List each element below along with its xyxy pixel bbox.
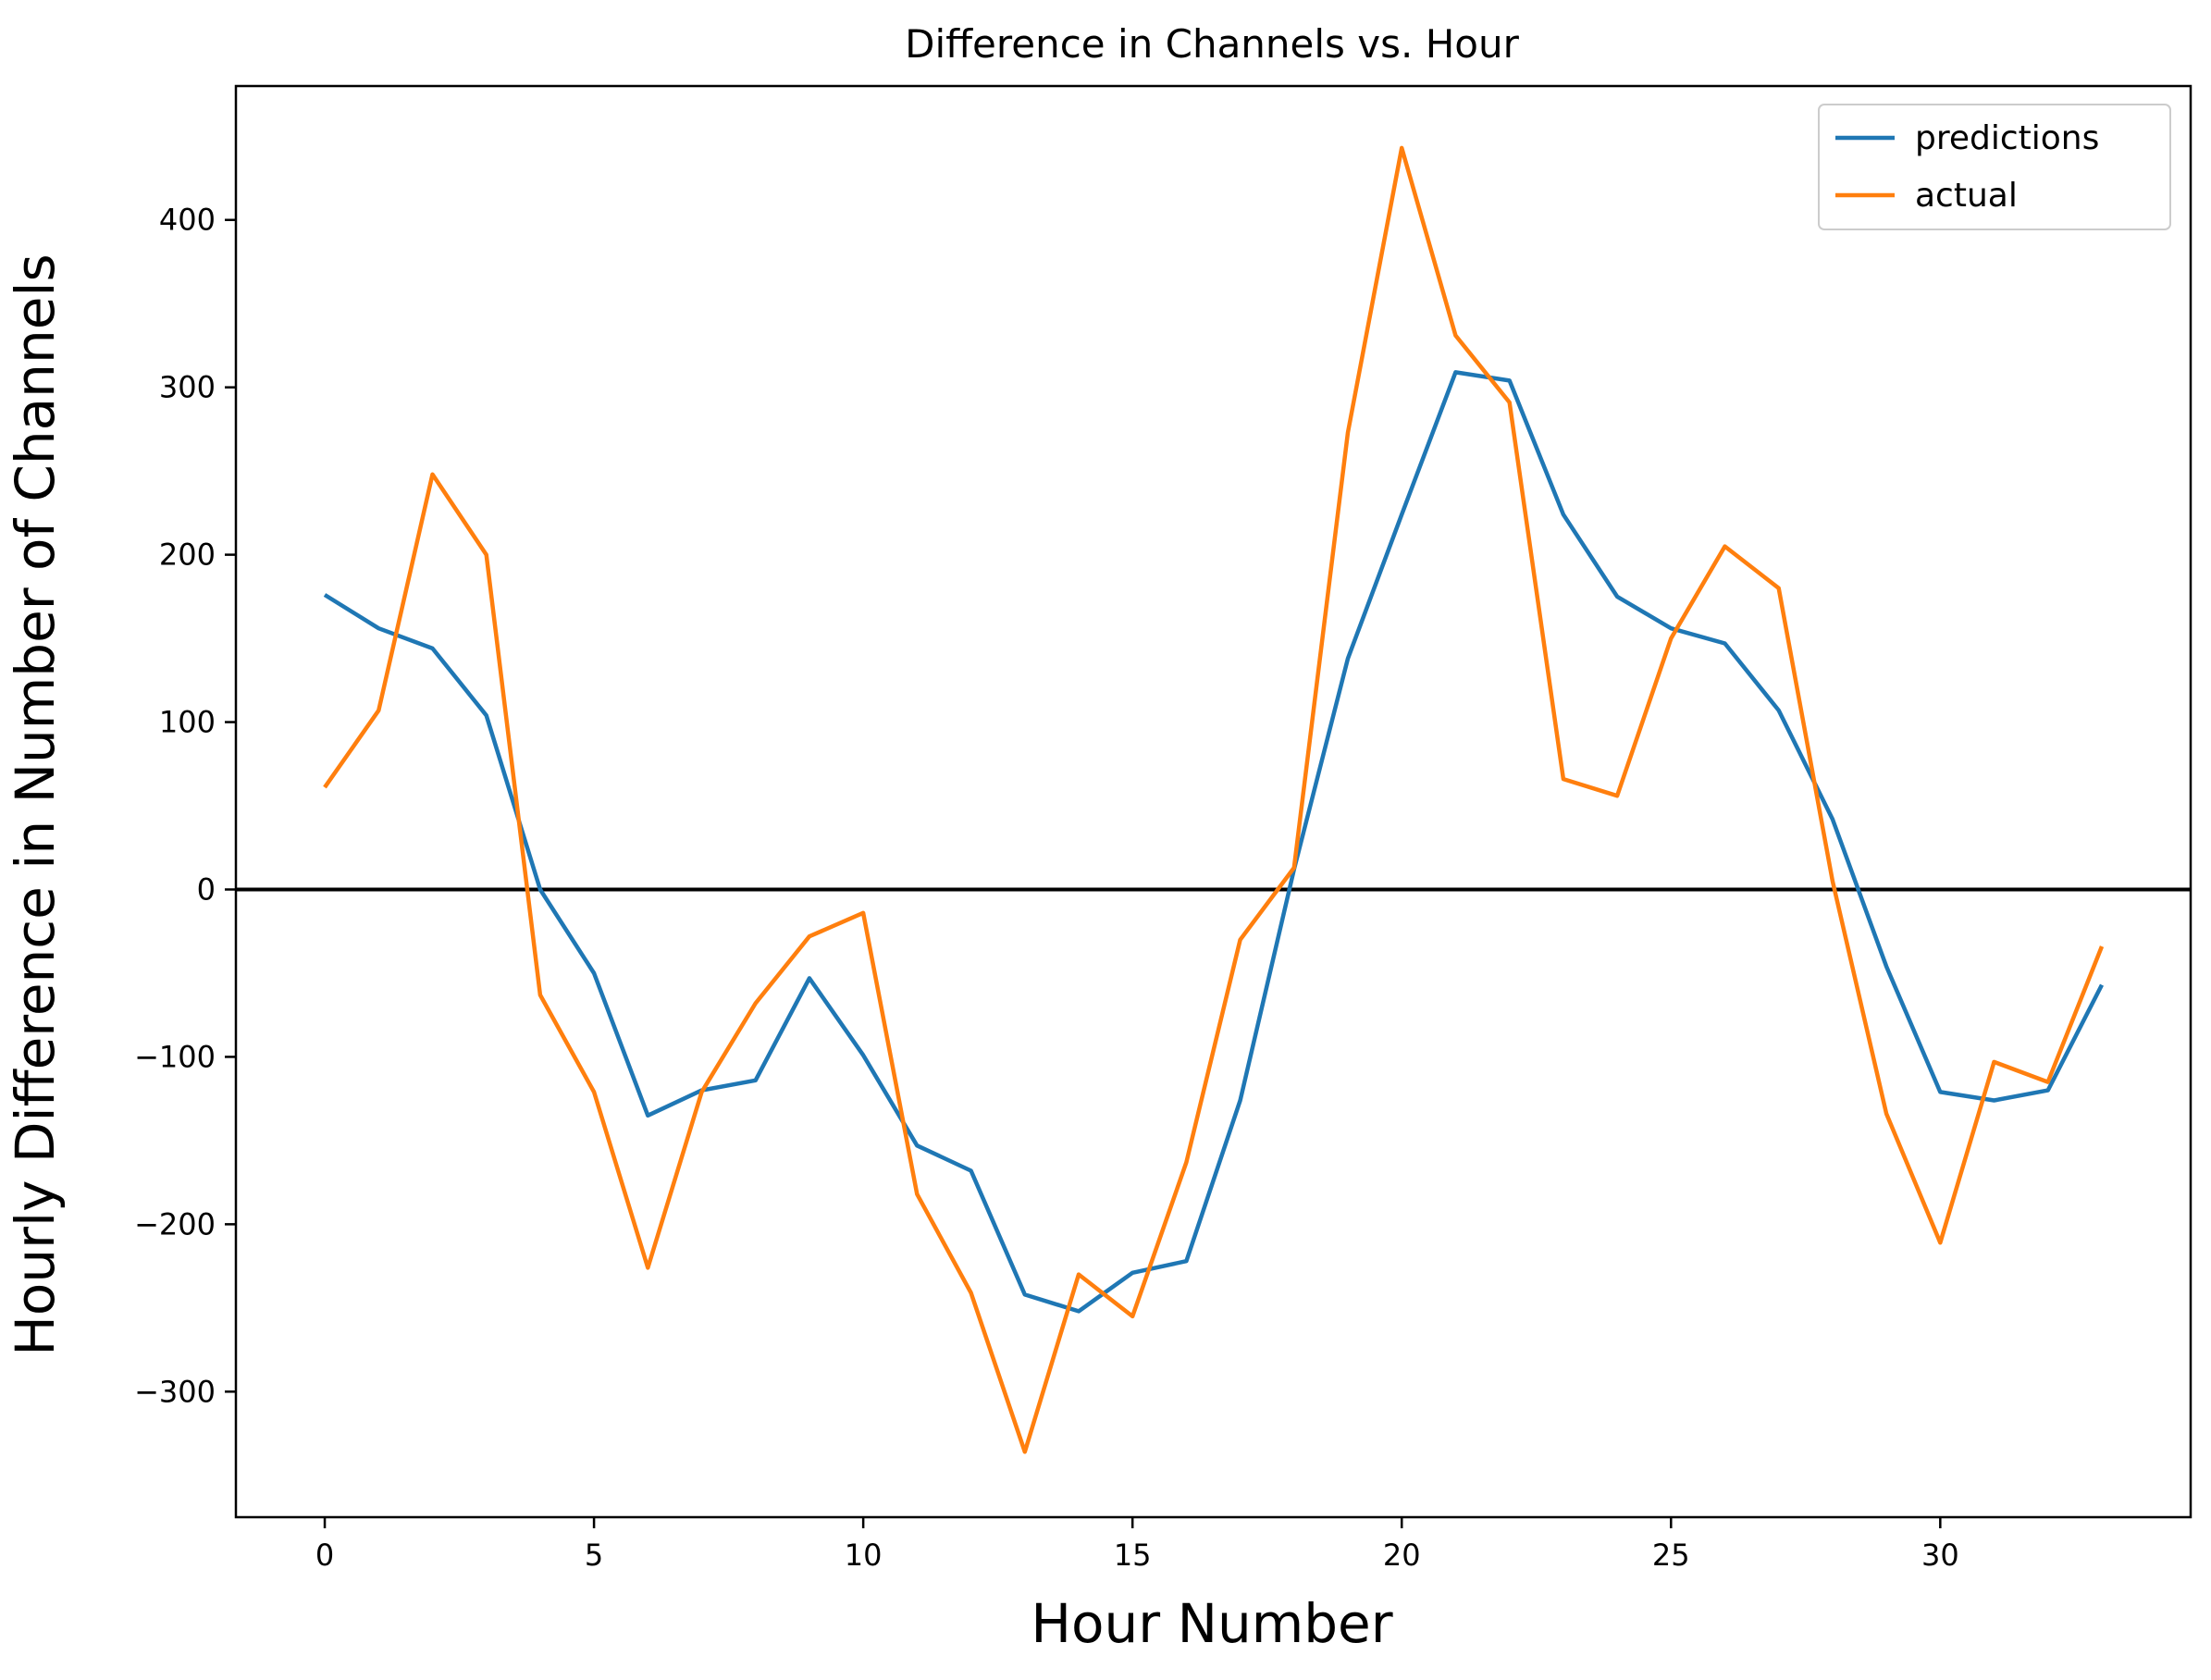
y-tick-label: 100	[159, 705, 216, 740]
x-axis-label: Hour Number	[1031, 1592, 1392, 1655]
series-line-predictions	[323, 370, 2105, 1314]
x-axis-ticks: 0 5 10 15 20 25 30	[315, 1517, 1959, 1573]
series-line-actual	[323, 145, 2105, 1454]
y-tick-label: −300	[134, 1374, 216, 1409]
chart-title: Difference in Channels vs. Hour	[905, 21, 1520, 67]
y-tick-label: 0	[197, 871, 216, 907]
y-tick-label: 300	[159, 370, 216, 405]
x-tick-label: 15	[1114, 1538, 1152, 1573]
y-tick-label: 400	[159, 203, 216, 238]
y-axis-ticks: −300 −200 −100 0 100 200 300 400	[134, 203, 236, 1409]
y-tick-label: 200	[159, 537, 216, 573]
legend-label-actual: actual	[1915, 177, 2018, 215]
legend-box	[1818, 104, 2171, 230]
x-tick-label: 0	[315, 1538, 334, 1573]
y-axis-label: Hourly Difference in Number of Channels	[4, 253, 67, 1355]
x-tick-label: 20	[1383, 1538, 1421, 1573]
x-tick-label: 25	[1652, 1538, 1690, 1573]
plot-frame	[234, 84, 2192, 1519]
x-tick-label: 10	[845, 1538, 883, 1573]
y-tick-label: −100	[134, 1039, 216, 1074]
x-tick-label: 5	[585, 1538, 603, 1573]
x-tick-label: 30	[1921, 1538, 1959, 1573]
plot-area	[234, 84, 2192, 1519]
y-tick-label: −200	[134, 1206, 216, 1241]
legend-label-predictions: predictions	[1915, 119, 2099, 157]
legend: predictions actual	[1818, 104, 2171, 230]
